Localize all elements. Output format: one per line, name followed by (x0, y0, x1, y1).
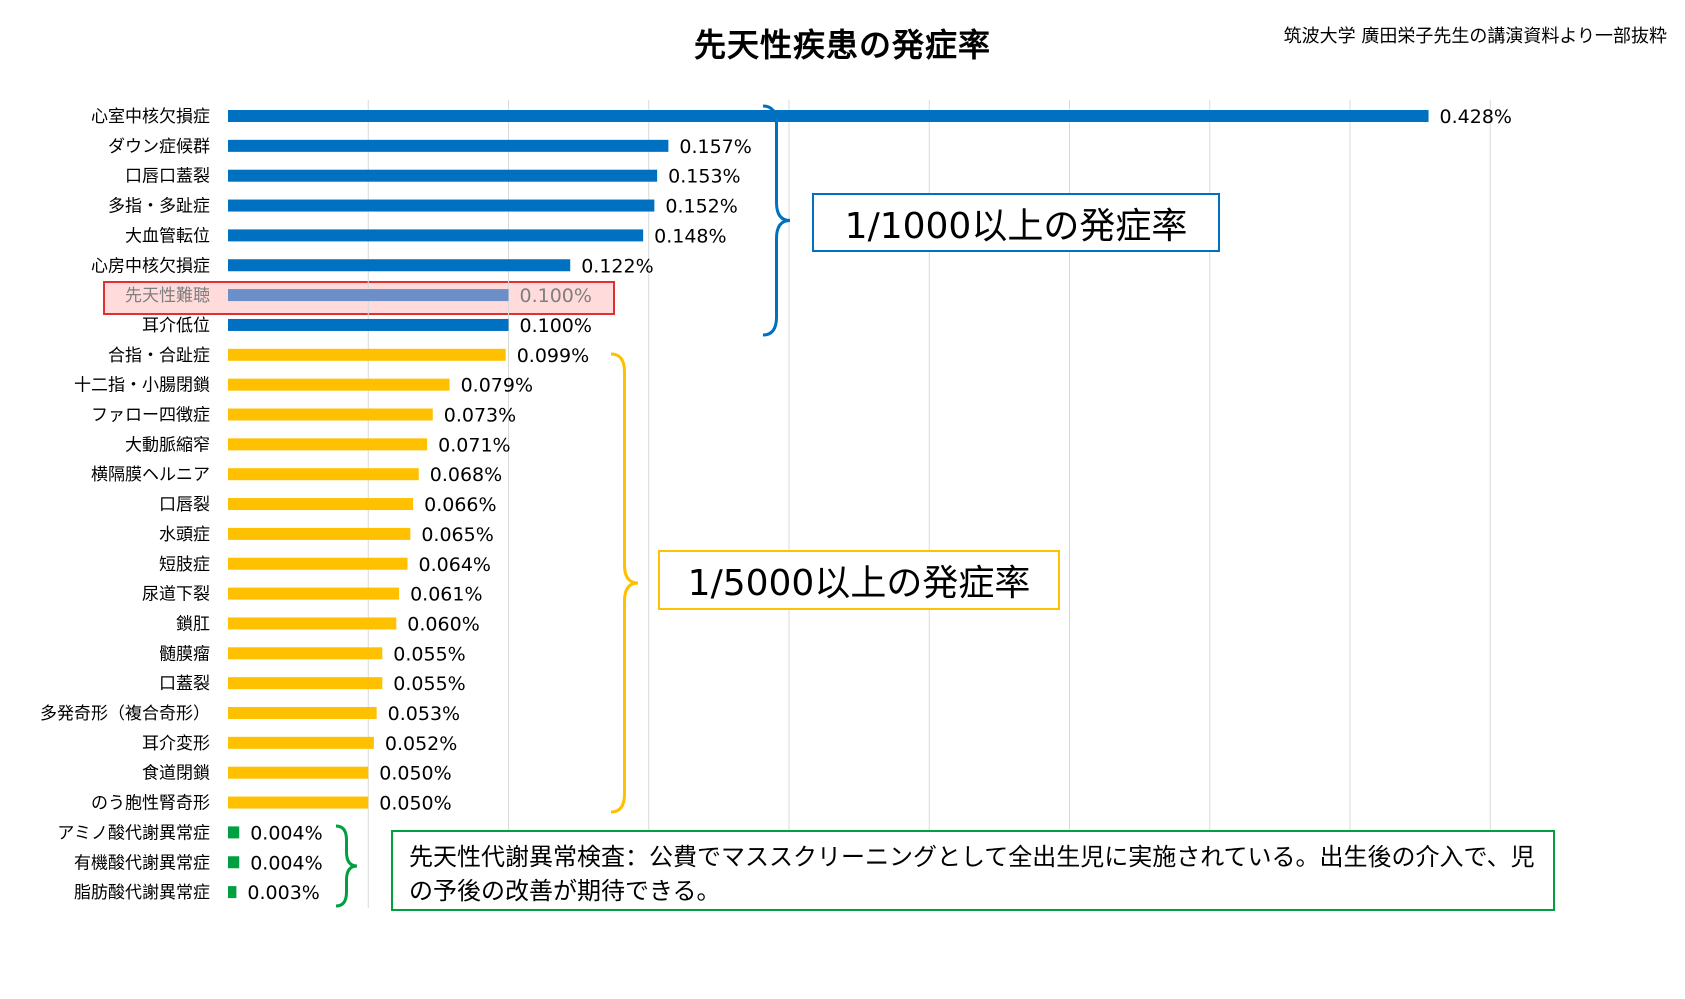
annotation-text-1000: 1/1000以上の発症率 (844, 205, 1188, 247)
value-label: 0.060% (407, 613, 479, 635)
category-label: 尿道下裂 (142, 585, 210, 605)
category-label: 先天性難聴 (125, 286, 210, 306)
brace-metabolic (335, 824, 358, 908)
value-label: 0.073% (444, 405, 516, 427)
category-label: 多指・多趾症 (108, 197, 210, 217)
category-label: 耳介変形 (142, 734, 210, 754)
value-label: 0.053% (388, 703, 460, 725)
bar (228, 229, 644, 242)
value-label: 0.122% (581, 255, 653, 277)
category-label: 口蓋裂 (159, 674, 210, 694)
value-label: 0.099% (517, 345, 589, 367)
bar (228, 139, 669, 152)
bar (228, 736, 374, 749)
category-label: 口唇裂 (159, 495, 210, 515)
bar (228, 886, 237, 899)
category-label: 鎖肛 (176, 614, 210, 634)
brace-1000 (762, 104, 791, 337)
category-label: 耳介低位 (142, 316, 210, 336)
bar (228, 796, 369, 809)
category-label: 髄膜瘤 (159, 644, 210, 664)
category-label: 脂肪酸代謝異常症 (74, 883, 210, 903)
bar (228, 438, 428, 451)
chart-title: 先天性疾患の発症率 (693, 26, 991, 64)
bar (228, 318, 509, 331)
annotation-text-metabolic: 先天性代謝異常検査：公費でマススクリーニングとして全出生児に実施されている。出生… (409, 843, 1535, 905)
bar (228, 856, 240, 869)
value-label: 0.050% (379, 793, 451, 815)
bar (228, 259, 571, 272)
value-label: 0.068% (430, 464, 502, 486)
bar (228, 348, 506, 361)
category-label: のう胞性腎奇形 (91, 794, 210, 814)
bar (228, 617, 397, 630)
bar (228, 169, 658, 182)
source-note: 筑波大学 廣田栄子先生の講演資料より一部抜粋 (1283, 26, 1667, 47)
value-label: 0.100% (520, 285, 592, 307)
bar (228, 199, 655, 212)
category-label: 心房中核欠損症 (91, 256, 210, 276)
value-label: 0.428% (1440, 106, 1512, 128)
category-label: ダウン症候群 (108, 137, 210, 157)
category-label: 有機酸代謝異常症 (74, 853, 210, 873)
bar (228, 110, 1429, 122)
value-label: 0.061% (410, 584, 482, 606)
category-label: 横隔膜ヘルニア (91, 465, 210, 485)
category-label: アミノ酸代謝異常症 (57, 823, 210, 843)
value-label: 0.079% (461, 375, 533, 397)
annotation-box-5000: 1/5000以上の発症率 (658, 550, 1060, 610)
category-label: 心室中核欠損症 (91, 107, 210, 127)
value-label: 0.050% (379, 763, 451, 785)
value-label: 0.004% (250, 852, 322, 874)
bar (228, 468, 419, 481)
value-label: 0.066% (424, 494, 496, 516)
annotation-box-metabolic: 先天性代謝異常検査：公費でマススクリーニングとして全出生児に実施されている。出生… (391, 830, 1555, 911)
bar (228, 677, 383, 690)
bar (228, 647, 383, 660)
category-label: 口唇口蓋裂 (125, 167, 210, 187)
bar (228, 707, 377, 719)
category-label: ファロー四徴症 (91, 406, 210, 426)
bar (228, 826, 240, 839)
bar (228, 557, 408, 570)
value-label: 0.071% (438, 434, 510, 456)
category-label: 水頭症 (159, 525, 210, 545)
value-label: 0.152% (665, 196, 737, 218)
annotation-text-5000: 1/5000以上の発症率 (687, 563, 1031, 604)
category-label: 大血管転位 (125, 226, 210, 246)
annotation-box-1000: 1/1000以上の発症率 (812, 193, 1220, 252)
bar (228, 378, 450, 391)
value-label: 0.064% (419, 554, 491, 576)
category-label: 多発奇形（複合奇形） (40, 704, 210, 724)
bar (228, 587, 400, 600)
value-label: 0.055% (393, 673, 465, 695)
value-label: 0.055% (393, 643, 465, 665)
bar (228, 289, 509, 302)
category-label: 合指・合趾症 (108, 346, 210, 366)
bar (228, 408, 433, 421)
value-label: 0.004% (250, 822, 322, 844)
value-label: 0.148% (654, 225, 726, 247)
category-label: 大動脈縮窄 (125, 435, 210, 455)
value-label: 0.100% (520, 315, 592, 337)
value-label: 0.065% (421, 524, 493, 546)
value-label: 0.153% (668, 166, 740, 188)
value-label: 0.003% (247, 882, 319, 904)
category-label: 短肢症 (159, 555, 210, 575)
value-label: 0.157% (679, 136, 751, 158)
bar (228, 498, 414, 511)
category-label: 十二指・小腸閉鎖 (74, 376, 210, 396)
category-label: 食道閉鎖 (142, 764, 210, 784)
brace-5000 (610, 352, 639, 814)
bar (228, 766, 369, 779)
bar (228, 527, 411, 540)
value-label: 0.052% (385, 733, 457, 755)
